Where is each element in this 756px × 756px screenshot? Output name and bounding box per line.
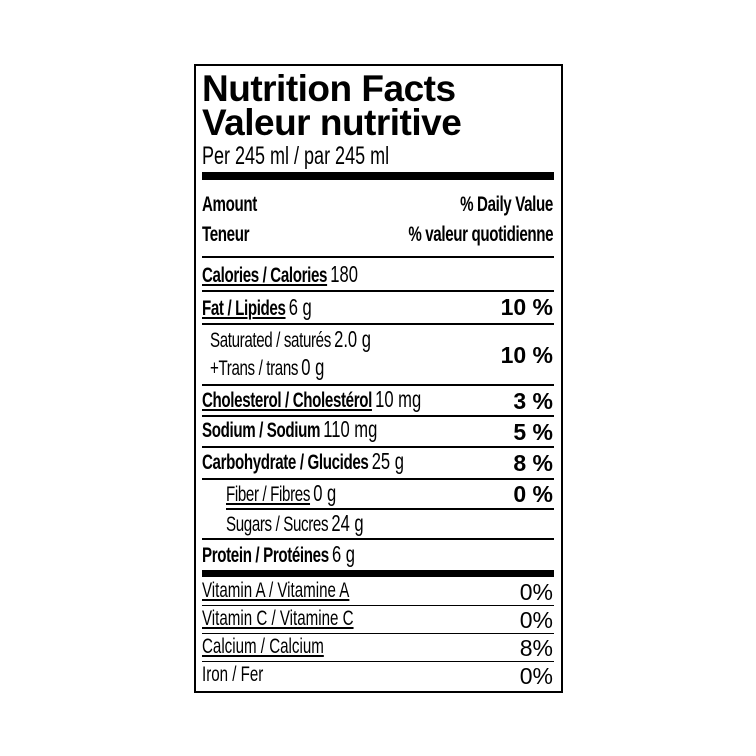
vitamin-a-label: Vitamin A / Vitamine A: [202, 579, 350, 602]
divider: [202, 290, 554, 292]
calcium-label: Calcium / Calcium: [202, 635, 324, 658]
thick-divider: [202, 570, 554, 577]
thick-divider: [202, 172, 554, 180]
divider: [202, 633, 554, 634]
iron-dv: 0%: [519, 663, 553, 689]
fat-row: Fat / Lipides 6 g: [202, 294, 312, 320]
divider: [202, 384, 554, 386]
calcium-dv: 8%: [519, 635, 553, 661]
divider: [202, 538, 554, 540]
divider: [202, 605, 554, 606]
trans-row: +Trans / trans 0 g: [210, 354, 325, 380]
vitamin-a-dv: 0%: [519, 579, 553, 605]
divider: [202, 323, 554, 325]
vitamin-c-label: Vitamin C / Vitamine C: [202, 607, 354, 630]
divider: [202, 256, 554, 258]
cholesterol-row: Cholesterol / Cholestérol 10 mg: [202, 386, 422, 412]
carbohydrate-row: Carbohydrate / Glucides 25 g: [202, 448, 404, 474]
fiber-row: Fiber / Fibres 0 g: [226, 480, 337, 506]
sugars-row: Sugars / Sucres 24 g: [226, 510, 364, 536]
title-fr: Valeur nutritive: [202, 102, 462, 143]
saturated-trans-dv: 10 %: [500, 342, 553, 368]
title-en: Nutrition Facts: [202, 68, 456, 109]
cholesterol-dv: 3 %: [513, 388, 553, 414]
divider: [202, 478, 554, 480]
sodium-dv: 5 %: [513, 419, 553, 445]
amount-header: Amount: [202, 193, 257, 216]
calories-row: Calories / Calories 180: [202, 261, 358, 287]
vitamin-c-dv: 0%: [519, 607, 553, 633]
protein-row: Protein / Protéines 6 g: [202, 541, 355, 567]
iron-label: Iron / Fer: [202, 663, 264, 686]
sodium-row: Sodium / Sodium 110 mg: [202, 416, 378, 442]
valeur-quotidienne-header: % valeur quotidienne: [408, 223, 553, 246]
daily-value-header: % Daily Value: [460, 193, 553, 216]
divider: [202, 661, 554, 662]
saturated-row: Saturated / saturés 2.0 g: [210, 326, 371, 352]
divider: [202, 415, 554, 417]
fiber-dv: 0 %: [513, 481, 553, 507]
divider: [226, 508, 554, 510]
nutrition-facts-label: Nutrition Facts Valeur nutritive Per 245…: [194, 64, 563, 693]
carbohydrate-dv: 8 %: [513, 450, 553, 476]
divider: [202, 446, 554, 448]
teneur-header: Teneur: [202, 223, 250, 246]
serving-size: Per 245 ml / par 245 ml: [202, 142, 390, 170]
fat-dv: 10 %: [500, 294, 553, 320]
